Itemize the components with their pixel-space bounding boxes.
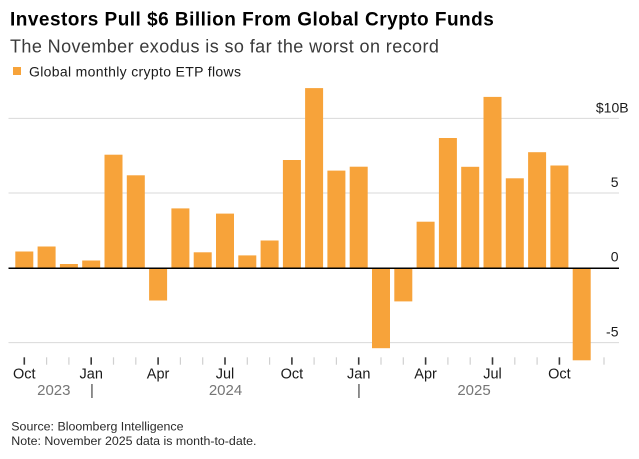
svg-text:2024: 2024 [209, 382, 242, 399]
svg-text:5: 5 [611, 174, 619, 190]
svg-text:Source: Bloomberg Intelligence: Source: Bloomberg Intelligence [11, 419, 183, 433]
svg-text:Note: November 2025 data is mo: Note: November 2025 data is month-to-dat… [11, 434, 256, 448]
svg-text:Oct: Oct [281, 367, 304, 383]
svg-text:$10B: $10B [596, 100, 629, 116]
svg-text:Jan: Jan [80, 367, 103, 383]
svg-text:Oct: Oct [13, 367, 36, 383]
svg-text:0: 0 [611, 249, 619, 265]
svg-text:Jul: Jul [483, 367, 502, 383]
svg-text:Apr: Apr [147, 367, 170, 383]
svg-text:Oct: Oct [548, 367, 571, 383]
svg-text:Jul: Jul [216, 367, 235, 383]
svg-text:Apr: Apr [414, 367, 437, 383]
svg-text:|: | [90, 382, 94, 399]
svg-text:Jan: Jan [347, 367, 370, 383]
svg-text:|: | [357, 382, 361, 399]
svg-text:Investors Pull $6 Billion From: Investors Pull $6 Billion From Global Cr… [10, 9, 494, 30]
svg-text:-5: -5 [606, 324, 619, 340]
svg-text:2025: 2025 [457, 382, 490, 399]
svg-text:The November exodus is so far: The November exodus is so far the worst … [10, 36, 439, 56]
svg-text:Global monthly crypto ETP flow: Global monthly crypto ETP flows [29, 64, 241, 80]
svg-text:2023: 2023 [37, 382, 70, 399]
